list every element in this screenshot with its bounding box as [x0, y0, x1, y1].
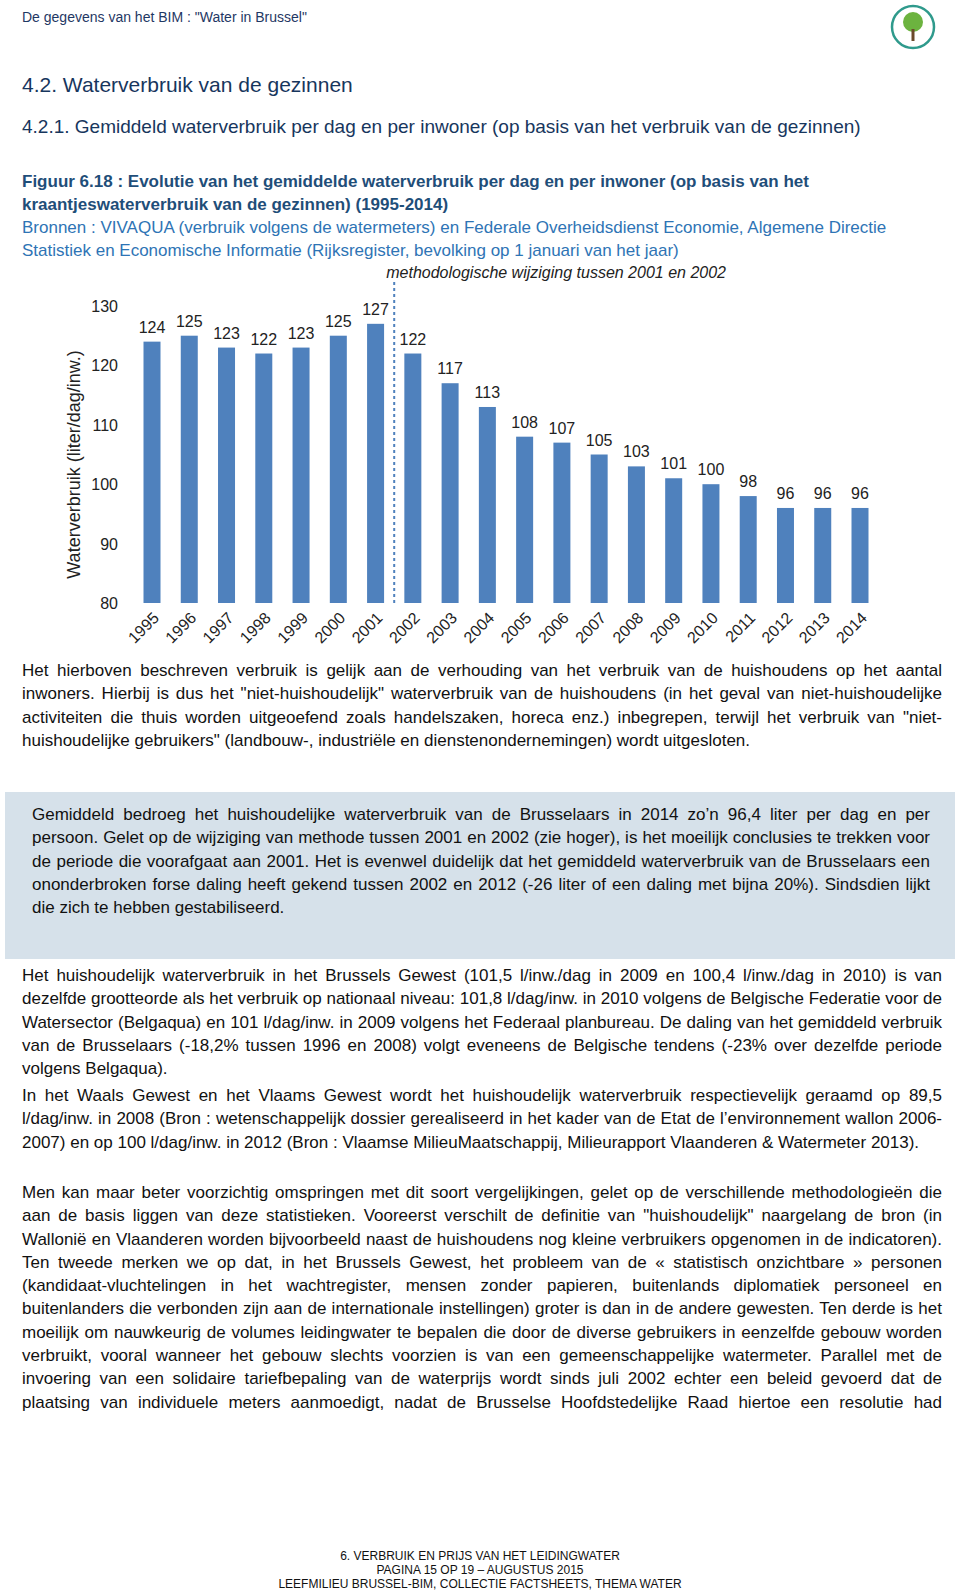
bar	[442, 383, 459, 603]
bar	[852, 508, 869, 603]
bar	[777, 508, 794, 603]
bar	[479, 407, 496, 603]
data-label: 127	[362, 301, 389, 318]
x-tick-label: 1996	[162, 609, 199, 646]
bar	[591, 455, 608, 604]
annotation-line	[393, 282, 395, 603]
bar	[181, 336, 198, 603]
x-tick-label: 1995	[125, 609, 162, 646]
y-tick-label: 80	[100, 595, 118, 612]
bar	[293, 348, 310, 603]
data-label: 96	[777, 485, 795, 502]
data-label: 101	[660, 455, 687, 472]
subsection-heading: 4.2.1. Gemiddeld waterverbruik per dag e…	[22, 114, 942, 139]
data-label: 123	[288, 325, 315, 342]
y-tick	[126, 365, 130, 366]
bars	[144, 324, 869, 603]
y-tick	[126, 306, 130, 307]
bar	[516, 437, 533, 603]
bar	[702, 484, 719, 603]
bar	[665, 478, 682, 603]
bar	[255, 354, 272, 603]
footer-line: PAGINA 15 OP 19 – AUGUSTUS 2015	[0, 1563, 960, 1577]
x-tick-label: 2012	[758, 609, 795, 646]
data-label: 125	[325, 313, 352, 330]
x-tick-label: 2006	[535, 609, 572, 646]
x-tick-label: 2003	[423, 609, 460, 646]
x-tick-label: 2001	[349, 609, 386, 646]
x-tick-label: 2007	[572, 609, 609, 646]
y-tick-label: 130	[91, 298, 118, 315]
x-tick-label: 1997	[199, 609, 236, 646]
data-label: 108	[511, 414, 538, 431]
data-label: 113	[475, 384, 501, 401]
paragraph: In het Waals Gewest en het Vlaams Gewest…	[22, 1084, 942, 1154]
x-tick-label: 1999	[274, 609, 311, 646]
x-tick-label: 2013	[796, 609, 833, 646]
bar	[367, 324, 384, 603]
data-label: 96	[851, 485, 869, 502]
y-tick-label: 100	[91, 476, 118, 493]
x-tick-label: 2014	[833, 609, 870, 646]
data-label: 122	[399, 331, 426, 348]
paragraph: Het huishoudelijk waterverbruik in het B…	[22, 964, 942, 1080]
data-label: 96	[814, 485, 832, 502]
footer-line: LEEFMILIEU BRUSSEL-BIM, COLLECTIE FACTSH…	[0, 1577, 960, 1591]
data-label: 105	[586, 432, 613, 449]
data-label: 125	[176, 313, 203, 330]
x-tick-label: 2002	[386, 609, 423, 646]
y-tick-label: 110	[92, 417, 118, 434]
bar	[553, 443, 570, 603]
chart: 80 90 100 110 120 130 Waterverbruik (liter/dag…	[0, 262, 960, 662]
bar	[814, 508, 831, 603]
y-tick-label: 120	[91, 357, 118, 374]
logo-trunk	[912, 29, 915, 41]
bar	[330, 336, 347, 603]
paragraph: Men kan maar beter voorzichtig omspringe…	[22, 1181, 942, 1414]
data-label: 103	[623, 443, 650, 460]
data-label: 122	[250, 331, 277, 348]
y-tick	[126, 603, 130, 604]
data-label: 100	[698, 461, 725, 478]
bar	[218, 348, 235, 603]
logo	[888, 2, 938, 52]
bar	[740, 496, 757, 603]
x-tick-label: 1998	[237, 609, 274, 646]
figure-caption: Figuur 6.18 : Evolutie van het gemiddeld…	[22, 170, 942, 217]
x-tick-label: 2011	[722, 609, 758, 645]
paragraph: Het hierboven beschreven verbruik is gel…	[22, 659, 942, 752]
x-tick-label: 2000	[311, 609, 348, 646]
y-tick	[126, 424, 130, 425]
highlight-text: Gemiddeld bedroeg het huishoudelijke wat…	[32, 803, 930, 919]
x-tick-label: 2008	[609, 609, 646, 646]
page-header: De gegevens van het BIM : "Water in Brus…	[22, 9, 307, 25]
y-tick-label: 90	[100, 536, 118, 553]
data-label: 98	[739, 473, 757, 490]
x-tick-label: 2009	[647, 609, 684, 646]
figure-source: Bronnen : VIVAQUA (verbruik volgens de w…	[22, 216, 942, 263]
data-label: 123	[213, 325, 240, 342]
y-tick	[126, 543, 130, 544]
section-heading: 4.2. Waterverbruik van de gezinnen	[22, 73, 353, 97]
annotation-text: methodologische wijziging tussen 2001 en…	[386, 264, 726, 281]
bar	[628, 466, 645, 603]
logo-ring	[892, 6, 934, 48]
bar	[144, 342, 161, 603]
data-label: 124	[139, 319, 166, 336]
x-tick-label: 2004	[460, 609, 497, 646]
y-tick	[126, 484, 130, 485]
y-axis-label: Waterverbruik (liter/dag/inw.)	[64, 350, 84, 578]
x-tick-label: 2005	[498, 609, 535, 646]
data-label: 117	[437, 360, 463, 377]
data-label: 107	[549, 420, 576, 437]
x-tick-label: 2010	[684, 609, 721, 646]
footer-line: 6. VERBRUIK EN PRIJS VAN HET LEIDINGWATE…	[0, 1549, 960, 1563]
bar	[404, 354, 421, 603]
